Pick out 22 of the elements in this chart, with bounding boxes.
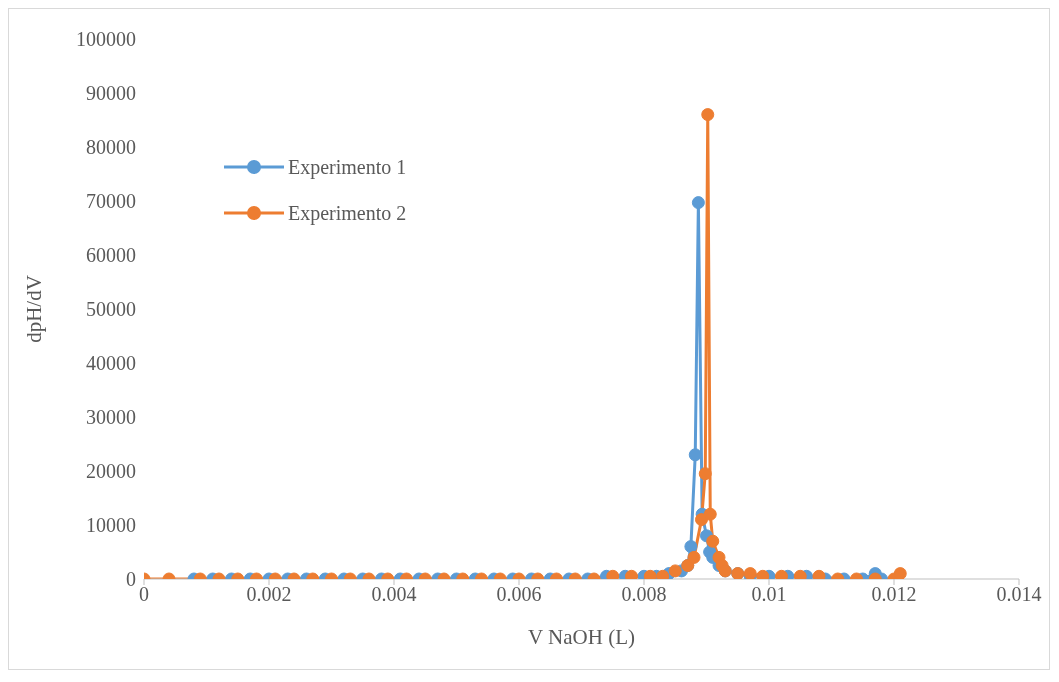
y-axis-title: dpH/dV xyxy=(22,275,47,343)
x-axis-title: V NaOH (L) xyxy=(528,625,635,649)
y-tick-label: 50000 xyxy=(86,298,136,321)
legend-label: Experimento 1 xyxy=(288,155,407,179)
y-tick-label: 100000 xyxy=(76,28,136,51)
y-tick-label: 20000 xyxy=(86,460,136,483)
y-tick-label: 90000 xyxy=(86,82,136,105)
y-tick-label: 30000 xyxy=(86,406,136,429)
y-tick-label: 10000 xyxy=(86,514,136,537)
x-tick-label: 0.012 xyxy=(871,583,917,606)
x-tick-label: 0.008 xyxy=(621,583,667,606)
x-tick-label: 0.006 xyxy=(496,583,542,606)
x-tick-label: 0.002 xyxy=(246,583,292,606)
y-tick-label: 80000 xyxy=(86,136,136,159)
y-tick-label: 60000 xyxy=(86,244,136,267)
y-tick-label: 40000 xyxy=(86,352,136,375)
x-tick-label: 0.01 xyxy=(751,583,787,606)
x-tick-label: 0.014 xyxy=(996,583,1042,606)
y-tick-label: 70000 xyxy=(86,190,136,213)
legend-label: Experimento 2 xyxy=(288,201,407,225)
y-tick-label: 0 xyxy=(126,568,136,591)
x-tick-label: 0.004 xyxy=(371,583,417,606)
